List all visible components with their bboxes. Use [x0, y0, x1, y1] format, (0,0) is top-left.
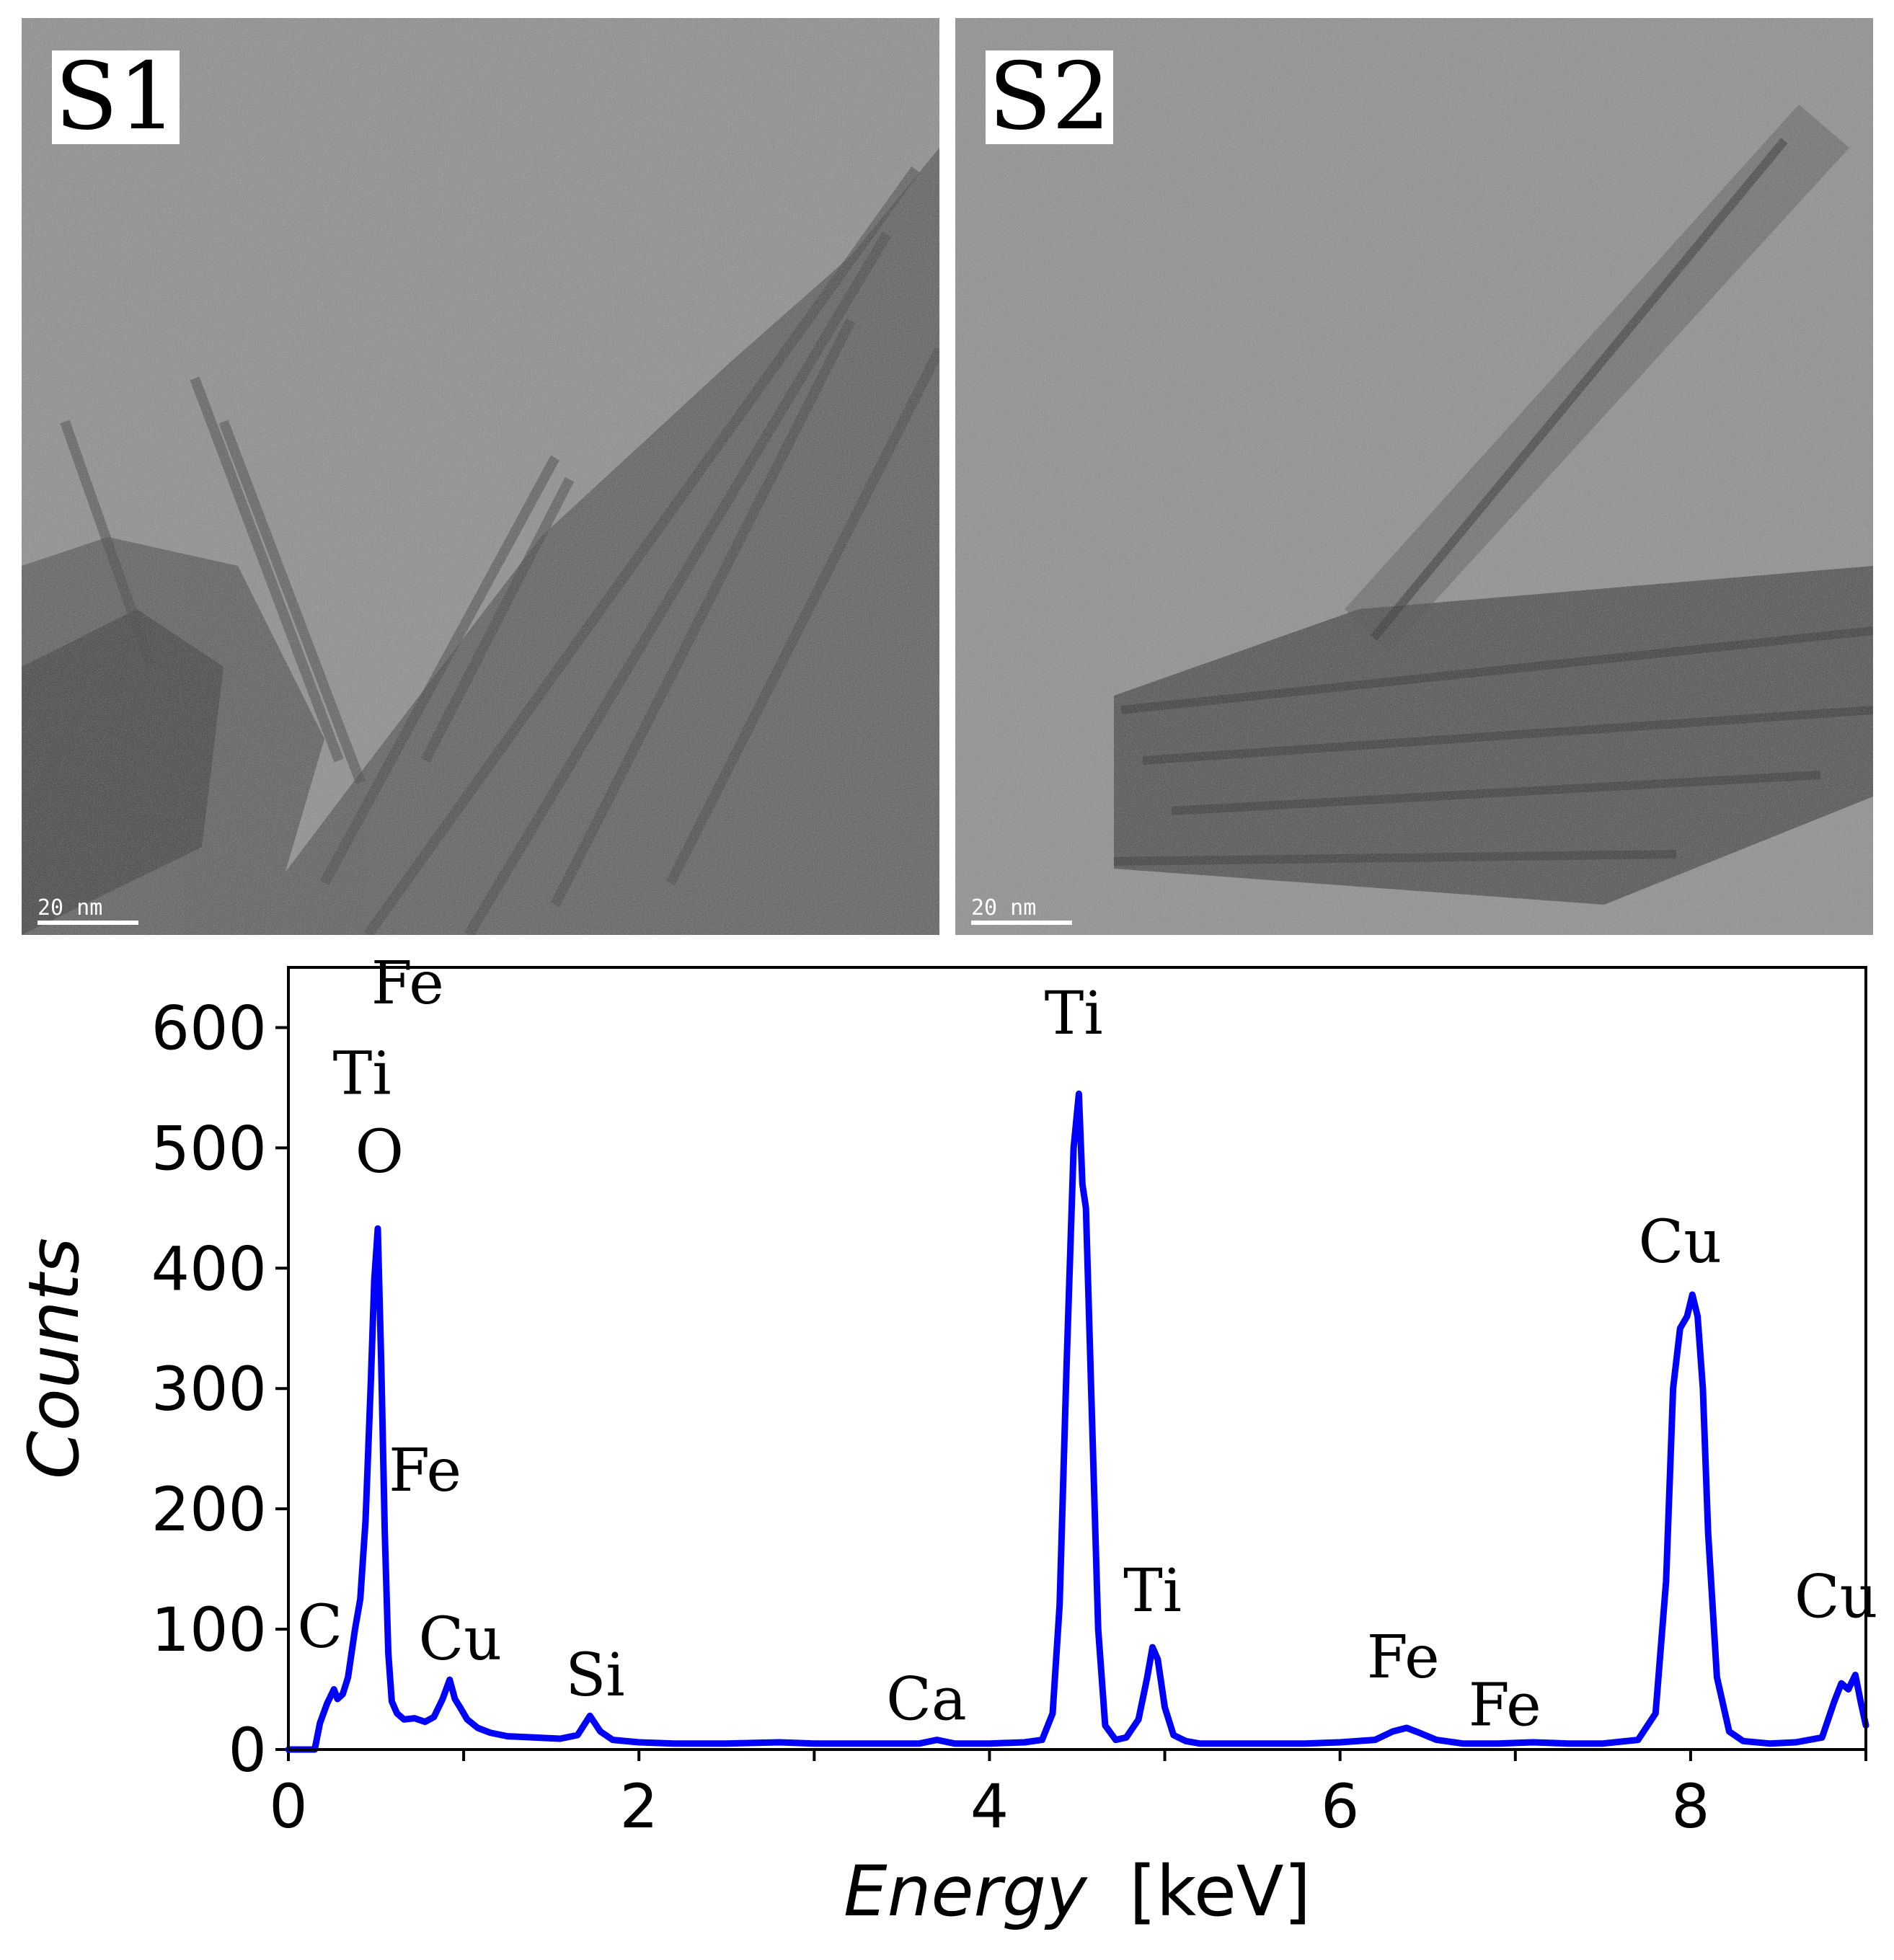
- scale-bar-label: 20 nm: [37, 895, 103, 921]
- peak-label: Fe: [389, 1437, 461, 1505]
- x-axis-label: Energy [keV]: [844, 1851, 1311, 1932]
- tem-micrograph-s1: [22, 18, 939, 935]
- peak-label: C: [297, 1593, 342, 1662]
- y-axis-label: Counts: [14, 1238, 94, 1479]
- y-tick-label: 600: [151, 993, 267, 1063]
- peak-label: Fe: [371, 949, 444, 1018]
- peak-label: Cu: [418, 1605, 502, 1674]
- x-tick-label: 6: [1321, 1771, 1359, 1842]
- peak-label: Cu: [1639, 1208, 1722, 1277]
- y-axis-ticks: 0 100 200 300 400 500 600: [151, 993, 288, 1786]
- peak-annotations: Fe Ti O Fe C Cu Si Ca Ti Ti Fe Fe Cu Cu: [297, 949, 1877, 1740]
- tem-micrograph-s2: [955, 18, 1873, 935]
- panel-label-s2: S2: [986, 50, 1114, 144]
- series-line: [285, 1090, 1869, 1753]
- panel-label-s1: S1: [52, 50, 180, 144]
- x-tick-label: 2: [619, 1771, 658, 1842]
- y-tick-label: 500: [151, 1113, 267, 1184]
- scale-bar-line: [37, 921, 138, 925]
- peak-label: Fe: [1469, 1672, 1541, 1740]
- scale-bar-label: 20 nm: [971, 895, 1037, 921]
- tem-image-s2: S2 20 nm: [955, 18, 1873, 935]
- tem-image-s1: S1 20 nm: [22, 18, 939, 935]
- x-tick-label: 0: [269, 1771, 307, 1842]
- y-tick-label: 200: [151, 1474, 267, 1545]
- x-tick-label: 4: [970, 1771, 1009, 1842]
- eds-spectrum-chart: 0 100 200 300 400 500 600 0 2 4 6 8 Fe Ti O Fe C Cu Si Ca…: [14, 949, 1877, 1932]
- y-tick-label: 300: [151, 1354, 267, 1424]
- scale-bar-line: [971, 921, 1072, 925]
- y-tick-label: 400: [151, 1233, 267, 1304]
- peak-label: Si: [565, 1641, 624, 1710]
- peak-label: Ti: [333, 1039, 391, 1108]
- scale-bar-s1: 20 nm: [37, 897, 138, 925]
- peak-label: O: [355, 1118, 404, 1187]
- y-tick-label: 0: [229, 1715, 267, 1786]
- plot-frame: [287, 966, 1867, 1751]
- x-axis-label-quantity: Energy: [844, 1851, 1088, 1932]
- peak-label: Fe: [1367, 1623, 1440, 1692]
- x-axis-label-unit: [keV]: [1129, 1851, 1311, 1932]
- x-tick-label: 8: [1671, 1771, 1709, 1842]
- peak-label: Cu: [1795, 1563, 1878, 1631]
- y-tick-label: 100: [151, 1595, 267, 1665]
- peak-label: Ca: [886, 1665, 967, 1734]
- x-axis-ticks: 0 2 4 6 8: [269, 1750, 1867, 1842]
- scale-bar-s2: 20 nm: [971, 897, 1072, 925]
- peak-label: Ti: [1045, 980, 1103, 1048]
- peak-label: Ti: [1123, 1557, 1182, 1626]
